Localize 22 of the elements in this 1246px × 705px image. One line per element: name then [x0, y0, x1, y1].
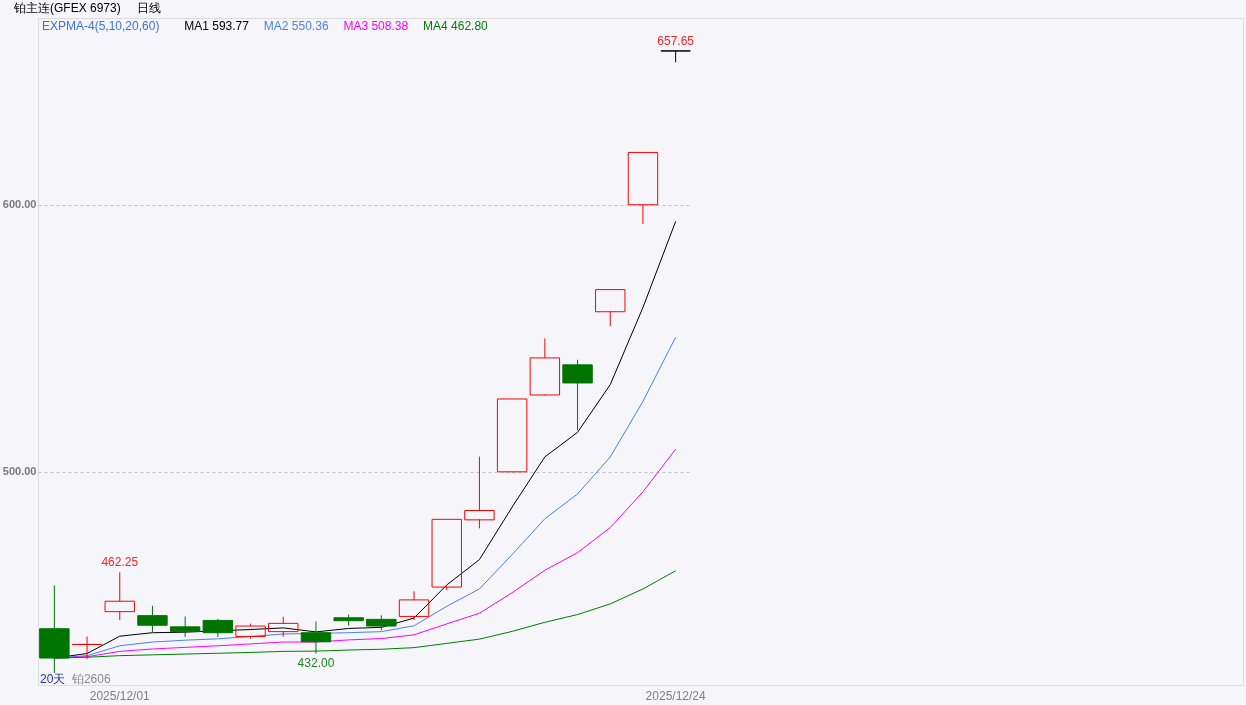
chart-subtitle: 日线 [136, 1, 161, 15]
legend-title: EXPMA-4(5,10,20,60) [42, 19, 160, 33]
y-tick-label: 600.00 [2, 198, 37, 211]
candlestick [464, 456, 495, 529]
x-tick-label: 2025/12/01 [89, 688, 151, 703]
candlestick [300, 621, 332, 654]
candlestick [398, 590, 430, 621]
candlestick [137, 605, 168, 632]
text: MA4 462.80 [423, 19, 489, 33]
candlestick [71, 635, 103, 660]
text: MA3 508.38 [343, 19, 409, 33]
y-tick-label: 500.00 [2, 465, 37, 478]
annotation: 20天 [40, 672, 66, 686]
annotation: 铂2606 [70, 672, 111, 686]
text: MA2 550.36 [263, 19, 329, 33]
text: MA1 593.77 [184, 19, 250, 33]
x-tick-label: 2025/12/24 [645, 688, 706, 703]
annotation: 657.65 [657, 33, 695, 48]
annotation: 462.25 [101, 555, 139, 570]
chart-title: 铂主连(GFEX 6973) [13, 1, 121, 15]
candlestick [104, 571, 135, 621]
annotation: 432.00 [297, 655, 335, 670]
